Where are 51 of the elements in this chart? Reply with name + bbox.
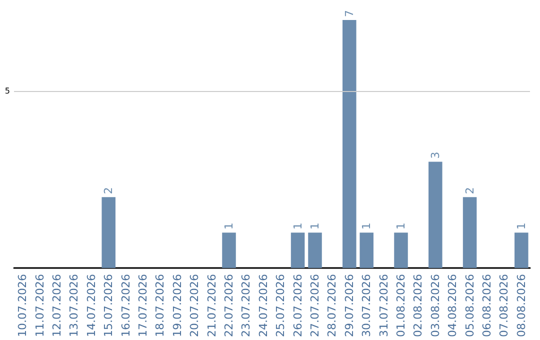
bar xyxy=(342,20,356,268)
bar xyxy=(428,162,442,268)
bar xyxy=(222,232,236,268)
x-tick-label: 18.07.2026 xyxy=(154,274,167,338)
ref-line-label: 5 xyxy=(4,86,10,96)
x-tick-label: 16.07.2026 xyxy=(119,274,132,338)
x-tick-label: 30.07.2026 xyxy=(360,274,374,338)
bar xyxy=(394,232,408,268)
x-tick-label: 05.08.2026 xyxy=(463,274,476,338)
data-label: 1 xyxy=(222,222,236,230)
x-tick-label: 01.08.2026 xyxy=(394,274,408,338)
x-tick-label: 22.07.2026 xyxy=(222,274,236,338)
x-tick-label: 06.08.2026 xyxy=(480,274,494,338)
x-tick-label: 27.07.2026 xyxy=(308,274,322,338)
x-tick-label: 29.07.2026 xyxy=(342,274,356,338)
data-label: 1 xyxy=(291,222,304,230)
x-tick-label: 07.08.2026 xyxy=(498,274,511,338)
data-label: 1 xyxy=(360,222,374,230)
data-label: 7 xyxy=(342,10,356,17)
bar xyxy=(290,232,305,268)
x-tick-label: 26.07.2026 xyxy=(291,274,304,338)
data-label: 2 xyxy=(463,187,476,194)
x-tick-label: 17.07.2026 xyxy=(136,274,150,338)
x-tick-label: 28.07.2026 xyxy=(326,274,339,338)
bar xyxy=(462,197,477,268)
x-tick-label: 03.08.2026 xyxy=(428,274,442,338)
x-tick-label: 13.07.2026 xyxy=(68,274,81,338)
x-tick-label: 31.07.2026 xyxy=(377,274,390,338)
x-tick-label: 02.08.2026 xyxy=(412,274,425,338)
x-tick-label: 24.07.2026 xyxy=(256,274,270,338)
x-tick-label: 25.07.2026 xyxy=(274,274,288,338)
data-label: 3 xyxy=(428,152,442,159)
x-tick-label: 15.07.2026 xyxy=(102,274,116,338)
bar xyxy=(102,197,116,268)
x-tick-label: 21.07.2026 xyxy=(205,274,218,338)
x-tick-label: 04.08.2026 xyxy=(446,274,460,338)
x-tick-label: 12.07.2026 xyxy=(50,274,64,338)
bar xyxy=(308,232,322,268)
x-tick-label: 23.07.2026 xyxy=(240,274,253,338)
data-label: 1 xyxy=(308,222,322,230)
bar xyxy=(514,232,528,268)
x-tick-label: 11.07.2026 xyxy=(33,274,46,338)
x-tick-label: 08.08.2026 xyxy=(514,274,528,338)
data-label: 2 xyxy=(102,187,116,194)
data-label: 1 xyxy=(514,222,528,230)
x-tick-label: 10.07.2026 xyxy=(16,274,30,338)
x-tick-label: 20.07.2026 xyxy=(188,274,202,338)
x-tick-label: 14.07.2026 xyxy=(84,274,98,338)
bar xyxy=(360,232,374,268)
x-tick-label: 19.07.2026 xyxy=(170,274,184,338)
data-label: 1 xyxy=(394,222,408,230)
